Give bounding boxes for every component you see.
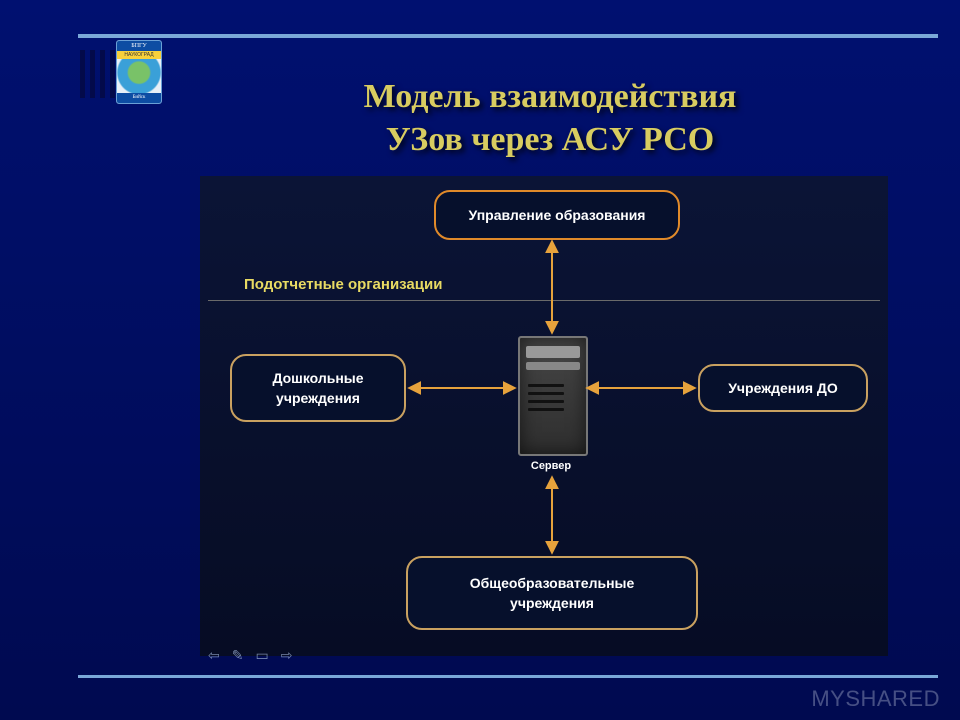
nav-view-icon[interactable]: ▭ <box>255 647 268 664</box>
server-label: Сервер <box>518 460 584 472</box>
watermark: MYSHARED <box>811 686 940 712</box>
node-management: Управление образования <box>434 190 680 240</box>
logo-yellow-band: НАУКОГРАД <box>117 51 161 59</box>
nav-edit-icon[interactable]: ✎ <box>232 647 244 664</box>
section-label: Подотчетные организации <box>244 276 442 293</box>
title-line2: УЗов через АСУ РСО <box>386 121 715 158</box>
university-logo: БПГУ НАУКОГРАД Бийск <box>116 40 162 104</box>
server-icon <box>518 336 588 456</box>
slide-title: Модель взаимодействия УЗов через АСУ РСО <box>200 76 900 161</box>
slide-nav: ⇦ ✎ ▭ ⇨ <box>208 647 292 664</box>
bottom-rule <box>78 675 938 678</box>
top-rule <box>78 34 938 38</box>
node-management-label: Управление образования <box>469 205 646 225</box>
logo-emblem <box>117 59 161 93</box>
diagram-panel: Управление образования Подотчетные орган… <box>200 176 888 656</box>
nav-prev-icon[interactable]: ⇦ <box>208 647 220 664</box>
title-line1: Модель взаимодействия <box>364 78 737 115</box>
node-general-edu: Общеобразовательные учреждения <box>406 556 698 630</box>
node-general-edu-label: Общеобразовательные учреждения <box>470 573 635 614</box>
logo-top-band: БПГУ <box>117 41 161 51</box>
node-extra-edu: Учреждения ДО <box>698 364 868 412</box>
logo-bottom-band: Бийск <box>117 93 161 103</box>
node-extra-edu-label: Учреждения ДО <box>728 378 838 398</box>
nav-next-icon[interactable]: ⇨ <box>281 647 293 664</box>
node-preschool: Дошкольные учреждения <box>230 354 406 422</box>
node-preschool-label: Дошкольные учреждения <box>272 368 363 409</box>
section-divider <box>208 300 880 301</box>
slide: БПГУ НАУКОГРАД Бийск Модель взаимодейств… <box>0 0 960 720</box>
